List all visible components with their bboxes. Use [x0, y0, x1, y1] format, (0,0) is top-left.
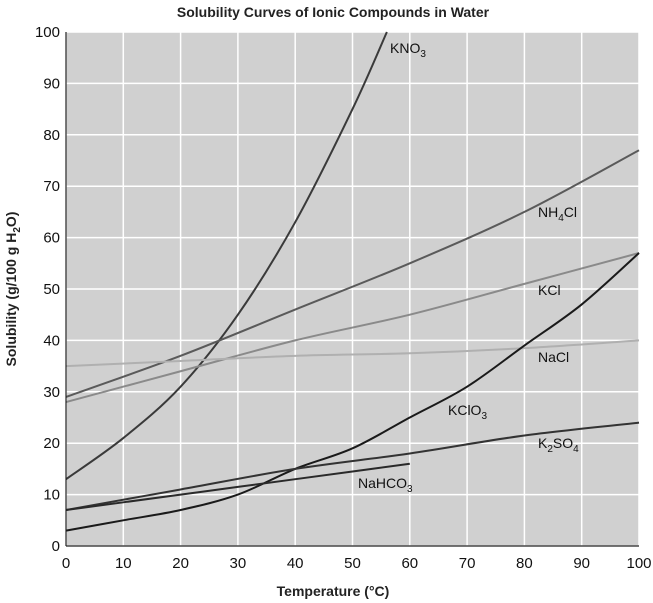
series-label-kcl: KCl [538, 282, 561, 298]
y-axis-ticks: 0 10 20 30 40 50 60 70 80 90 100 [35, 24, 60, 555]
y-tick-label: 0 [52, 538, 60, 555]
series-label-subscript: 3 [407, 484, 413, 495]
series-line-k2so4 [65, 421, 640, 512]
y-axis-title: Solubility (g/100 g H2O) [3, 212, 23, 367]
x-tick-label: 90 [573, 555, 590, 572]
series-label-subscript: 4 [573, 444, 579, 455]
series-line-nacl [65, 339, 640, 368]
series-lines [65, 31, 640, 532]
series-label-rest: Cl [564, 204, 577, 220]
series-label-kclo3: KClO3 [448, 402, 487, 422]
series-label-subscript: 3 [481, 411, 487, 422]
y-tick-label: 90 [43, 75, 60, 92]
y-tick-label: 20 [43, 435, 60, 452]
series-line-kcl [65, 252, 640, 404]
y-tick-label: 10 [43, 487, 60, 504]
x-tick-label: 60 [401, 555, 418, 572]
y-axis-title-main: Solubility (g/100 g H [3, 233, 19, 367]
y-tick-label: 70 [43, 178, 60, 195]
x-tick-label: 40 [287, 555, 304, 572]
x-tick-label: 20 [172, 555, 189, 572]
x-axis-ticks: 0 10 20 30 40 50 60 70 80 90 100 [62, 555, 652, 572]
x-tick-label: 80 [516, 555, 533, 572]
series-line-nahco3 [65, 462, 410, 512]
series-label-subscript: 4 [558, 213, 564, 224]
series-label-main: KNO [390, 40, 420, 56]
series-label-nacl: NaCl [538, 349, 569, 365]
y-tick-label: 30 [43, 384, 60, 401]
series-label-main: NaHCO [358, 475, 407, 491]
chart-title: Solubility Curves of Ionic Compounds in … [177, 4, 490, 20]
x-tick-label: 70 [459, 555, 476, 572]
series-label-main: NaCl [538, 349, 569, 365]
x-tick-label: 50 [344, 555, 361, 572]
series-label-main: K [538, 435, 548, 451]
series-label-subscript: 3 [420, 49, 426, 60]
series-line-kclo3 [65, 252, 640, 532]
y-tick-label: 80 [43, 127, 60, 144]
series-label-k2so4: K2SO4 [538, 435, 579, 455]
y-tick-label: 60 [43, 230, 60, 247]
x-tick-label: 100 [626, 555, 651, 572]
series-label-nh4cl: NH4Cl [538, 204, 577, 224]
y-tick-label: 50 [43, 281, 60, 298]
y-axis-title-rest: O) [3, 212, 19, 228]
x-tick-label: 0 [62, 555, 70, 572]
series-label-main: KClO [448, 402, 482, 418]
series-line-kno3 [65, 31, 388, 480]
y-tick-label: 100 [35, 24, 60, 41]
x-axis-title: Temperature (°C) [277, 583, 390, 599]
series-label-subscript: 2 [547, 444, 553, 455]
series-label-nahco3: NaHCO3 [358, 475, 413, 495]
series-label-kno3: KNO3 [390, 40, 426, 60]
gridlines [65, 31, 640, 547]
y-axis-title-subscript: 2 [12, 227, 23, 233]
series-label-main: KCl [538, 282, 561, 298]
series-label-rest: SO [553, 435, 573, 451]
series-label-main: NH [538, 204, 558, 220]
y-tick-label: 40 [43, 332, 60, 349]
x-tick-label: 10 [115, 555, 132, 572]
x-tick-label: 30 [230, 555, 247, 572]
